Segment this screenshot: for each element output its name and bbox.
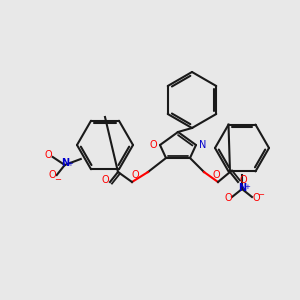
Text: N: N [61, 158, 69, 168]
Text: N: N [238, 183, 246, 193]
Text: O: O [252, 193, 260, 203]
Text: O: O [131, 170, 139, 180]
Text: O: O [45, 150, 52, 160]
Text: O: O [149, 140, 157, 150]
Text: O: O [101, 175, 109, 185]
Text: O: O [224, 193, 232, 203]
Text: N: N [199, 140, 207, 150]
Text: O: O [239, 175, 247, 185]
Text: +: + [244, 184, 250, 190]
Text: O: O [212, 170, 220, 180]
Text: O: O [49, 170, 57, 180]
Text: +: + [67, 161, 73, 167]
Text: −: − [54, 176, 61, 184]
Text: −: − [257, 190, 265, 200]
